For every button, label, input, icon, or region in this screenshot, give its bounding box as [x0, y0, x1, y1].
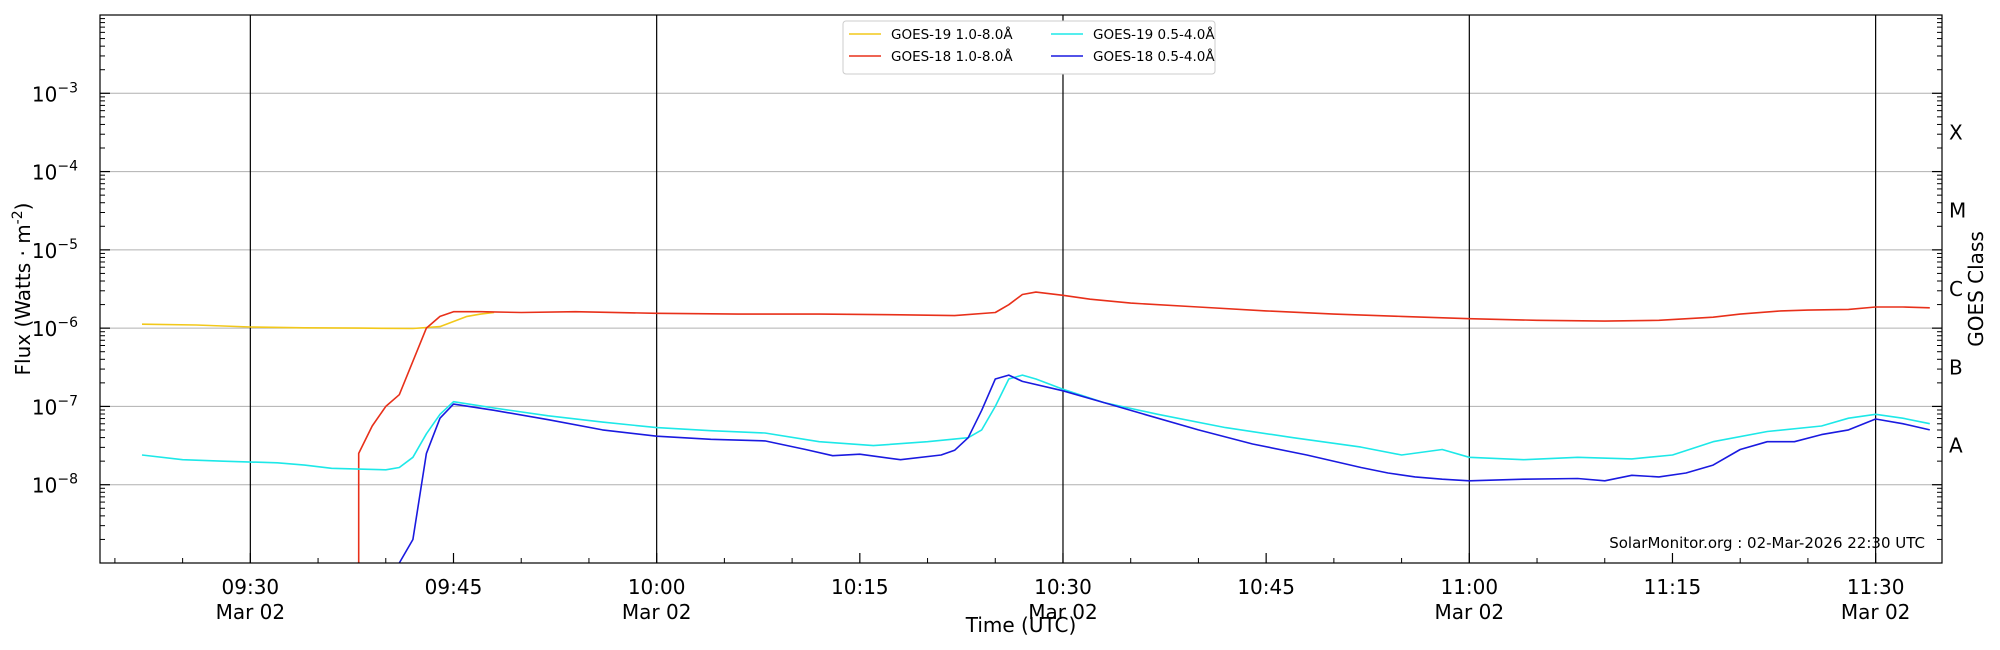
source-annotation: SolarMonitor.org : 02-Mar-2026 22:30 UTC	[1609, 534, 1925, 552]
series-line-4	[398, 374, 1930, 564]
legend-label: GOES-19 1.0-8.0Å	[891, 26, 1013, 43]
y-tick-label: 10−6	[32, 315, 78, 341]
y-tick-label: 10−7	[32, 393, 78, 419]
x-tick-label: 10:30	[1034, 575, 1092, 599]
series-line-2	[357, 291, 1930, 563]
goes-class-axis-label: GOES Class	[1964, 231, 1988, 347]
x-tick-date-label: Mar 02	[1435, 600, 1505, 624]
goes-class-labels: X M C B A	[1949, 120, 1966, 457]
legend-label: GOES-18 1.0-8.0Å	[891, 48, 1013, 65]
axis-ticks	[100, 18, 1942, 563]
goes-class-b: B	[1949, 355, 1963, 379]
plot-frame	[99, 14, 1943, 564]
x-tick-label: 10:15	[831, 575, 889, 599]
y-tick-label: 10−3	[32, 80, 78, 106]
x-tick-label: 11:30	[1847, 575, 1905, 599]
series-lines	[141, 291, 1930, 564]
legend: GOES-19 1.0-8.0Å GOES-18 1.0-8.0Å GOES-19 …	[842, 20, 1216, 75]
series-line-1	[141, 311, 495, 330]
series-line-3	[141, 374, 1930, 471]
goes-class-c: C	[1949, 277, 1963, 301]
y-tick-label: 10−4	[32, 159, 78, 185]
x-tick-date-label: Mar 02	[622, 600, 692, 624]
x-tick-date-label: Mar 02	[1028, 600, 1098, 624]
x-tick-label: 09:30	[222, 575, 280, 599]
x-tick-label: 10:00	[628, 575, 686, 599]
x-tick-label: 10:45	[1237, 575, 1295, 599]
x-tick-label: 11:15	[1644, 575, 1702, 599]
y-axis-label: Flux (Watts · m-2)	[10, 203, 35, 376]
goes-class-m: M	[1949, 199, 1966, 223]
legend-box	[842, 20, 1216, 75]
x-tick-date-label: Mar 02	[216, 600, 286, 624]
x-tick-label: 11:00	[1440, 575, 1498, 599]
legend-label: GOES-18 0.5-4.0Å	[1093, 48, 1215, 65]
x-axis-label: Time (UTC)	[965, 613, 1077, 637]
y-tick-label: 10−8	[32, 472, 78, 498]
y-tick-labels: 10−3 10−4 10−5 10−6 10−7 10−8	[32, 80, 78, 497]
legend-label: GOES-19 0.5-4.0Å	[1093, 26, 1215, 43]
goes-class-x: X	[1949, 120, 1963, 144]
y-tick-label: 10−5	[32, 237, 78, 263]
x-tick-label: 09:45	[425, 575, 483, 599]
goes-class-a: A	[1949, 434, 1963, 458]
x-tick-date-label: Mar 02	[1841, 600, 1911, 624]
grid-lines	[100, 92, 1942, 486]
day-marker-lines	[249, 15, 1877, 563]
